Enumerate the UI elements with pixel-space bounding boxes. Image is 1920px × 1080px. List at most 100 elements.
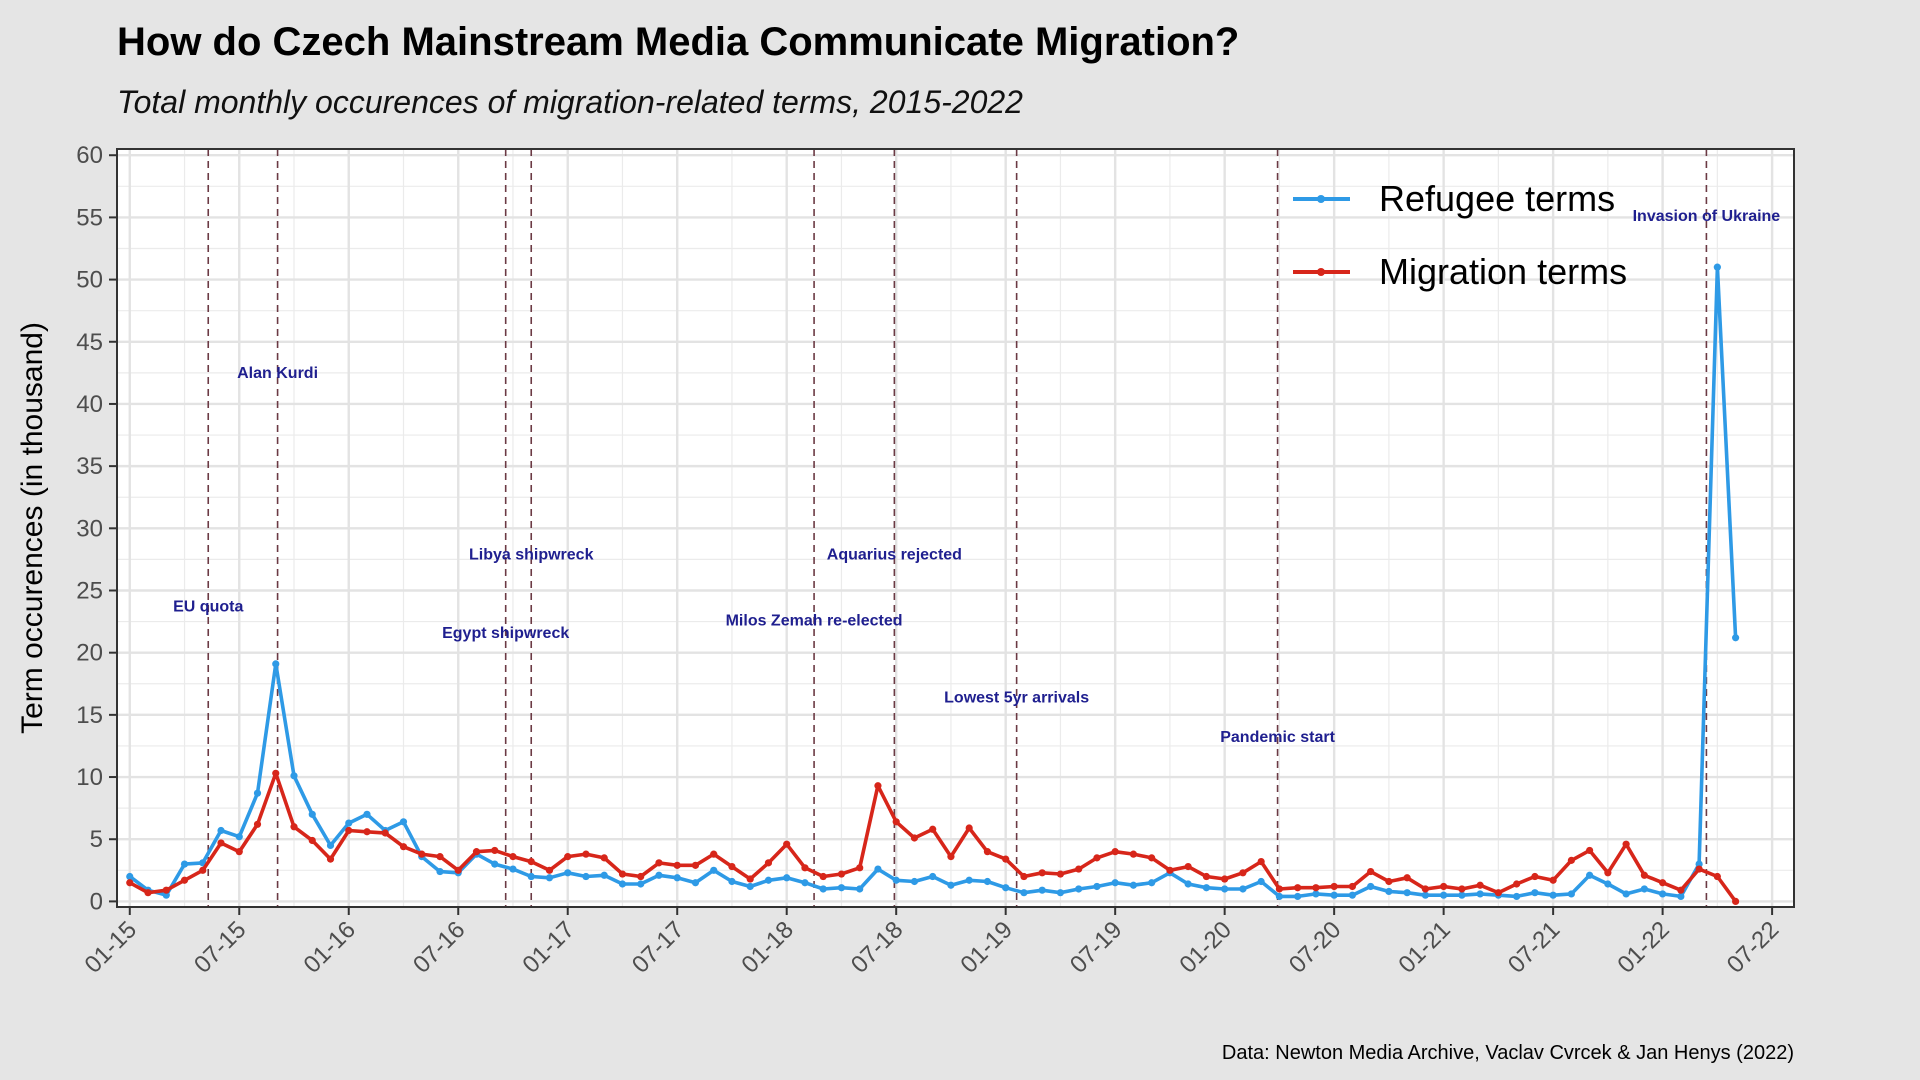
- data-point: [1403, 889, 1411, 897]
- data-point: [618, 870, 627, 878]
- y-tick-label: 10: [76, 764, 103, 791]
- data-point: [217, 839, 225, 847]
- data-point: [1385, 877, 1393, 886]
- data-point: [947, 881, 955, 889]
- data-point: [655, 871, 663, 879]
- data-point: [491, 860, 499, 868]
- data-point: [272, 660, 280, 668]
- data-point: [1056, 889, 1065, 897]
- data-point: [363, 828, 371, 836]
- data-point: [454, 866, 462, 874]
- data-point: [1002, 855, 1010, 863]
- data-point: [892, 876, 900, 884]
- data-point: [1494, 889, 1502, 897]
- data-point: [1385, 887, 1393, 896]
- y-tick-label: 35: [76, 453, 103, 480]
- data-point: [472, 848, 481, 856]
- data-point: [1622, 840, 1630, 848]
- data-point: [728, 877, 736, 886]
- event-label: Invasion of Ukraine: [1633, 208, 1781, 225]
- data-point: [1567, 890, 1575, 898]
- data-point: [235, 833, 243, 841]
- y-tick-label: 45: [76, 329, 103, 356]
- data-point: [1294, 884, 1302, 892]
- data-point: [1640, 885, 1648, 893]
- data-point: [764, 859, 773, 867]
- data-point: [162, 891, 170, 899]
- data-point: [746, 882, 754, 891]
- data-point: [1239, 869, 1247, 877]
- data-point: [1531, 872, 1539, 881]
- data-point: [290, 772, 298, 780]
- data-point: [381, 829, 389, 837]
- data-point: [1002, 884, 1010, 892]
- data-point: [1586, 871, 1594, 879]
- y-tick-label: 15: [76, 702, 103, 729]
- data-point: [1202, 884, 1211, 892]
- data-point: [1038, 886, 1046, 894]
- data-point: [253, 789, 262, 797]
- data-point: [1312, 884, 1320, 892]
- data-point: [837, 884, 846, 892]
- data-point: [582, 850, 590, 858]
- data-point: [929, 825, 937, 833]
- data-point: [1513, 892, 1521, 901]
- data-point: [1111, 879, 1119, 887]
- x-axis: 01-15 07-15 01-16 07-16 01-17 07-17 01-18 07-18…: [80, 907, 1785, 979]
- data-point: [983, 877, 992, 886]
- y-tick-label: 60: [76, 142, 103, 169]
- data-point: [673, 874, 681, 882]
- data-point: [1184, 862, 1192, 871]
- data-point: [1622, 890, 1630, 898]
- y-tick-label: 50: [76, 267, 103, 294]
- data-point: [1586, 846, 1594, 855]
- y-axis-label: Term occurences (in thousand): [16, 322, 49, 734]
- data-point: [1275, 892, 1284, 901]
- x-tick-label: 01-20: [1174, 916, 1237, 979]
- series-group: [126, 263, 1740, 906]
- y-tick-label: 30: [76, 515, 103, 542]
- data-point: [965, 824, 973, 832]
- data-point: [673, 861, 681, 869]
- data-point: [728, 862, 736, 871]
- data-point: [892, 818, 900, 826]
- data-point: [691, 879, 700, 887]
- data-point: [710, 866, 718, 874]
- x-tick-label: 07-17: [627, 916, 690, 979]
- data-point: [1111, 848, 1119, 856]
- data-point: [326, 841, 335, 850]
- data-point: [874, 865, 882, 873]
- data-point: [764, 876, 773, 884]
- x-tick-label: 07-22: [1722, 916, 1785, 979]
- data-point: [1330, 891, 1338, 899]
- data-point: [1367, 867, 1375, 876]
- data-point: [910, 877, 919, 886]
- data-point: [1421, 891, 1429, 899]
- data-point: [1513, 880, 1521, 888]
- data-point: [272, 769, 280, 777]
- data-point: [235, 848, 243, 856]
- event-label: Libya shipwreck: [469, 546, 594, 563]
- data-point: [637, 872, 645, 881]
- data-source-caption: Data: Newton Media Archive, Vaclav Cvrce…: [1221, 1042, 1794, 1064]
- data-point: [308, 810, 316, 818]
- data-point: [1184, 880, 1192, 888]
- x-tick-label: 07-21: [1503, 916, 1566, 979]
- data-point: [436, 867, 444, 876]
- data-point: [399, 818, 408, 826]
- data-point: [691, 861, 700, 869]
- data-point: [1257, 858, 1265, 866]
- data-point: [618, 880, 627, 888]
- data-point: [509, 853, 517, 861]
- data-point: [783, 874, 791, 882]
- x-tick-label: 01-17: [517, 916, 580, 979]
- data-point: [1020, 889, 1028, 897]
- event-label: Lowest 5yr arrivals: [944, 689, 1089, 706]
- y-tick-label: 20: [76, 640, 103, 667]
- x-tick-label: 01-16: [298, 916, 361, 979]
- data-point: [527, 872, 535, 881]
- data-point: [1294, 892, 1302, 901]
- legend-label: Migration terms: [1379, 251, 1627, 292]
- data-point: [801, 879, 809, 887]
- data-point: [308, 836, 316, 845]
